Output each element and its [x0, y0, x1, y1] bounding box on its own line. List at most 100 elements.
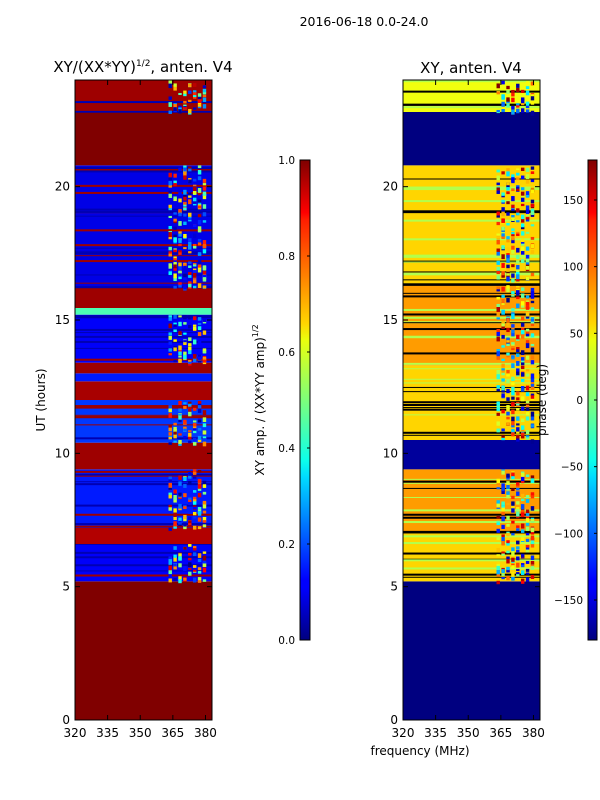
heatmap-cell [530, 318, 535, 324]
heatmap-cell [525, 407, 530, 411]
heatmap-cell [516, 368, 520, 373]
heatmap-cell [183, 514, 187, 520]
left-colorbar-label: XY amp. / (XX*YY amp)1/2 [251, 324, 267, 475]
heatmap-stripe [75, 215, 212, 217]
heatmap-cell [202, 516, 207, 522]
heatmap-cell [520, 238, 525, 243]
heatmap-cell [530, 393, 535, 396]
heatmap-cell [530, 439, 535, 444]
heatmap-cell [178, 359, 182, 363]
heatmap-cell [197, 104, 202, 107]
heatmap-cell [496, 328, 500, 332]
heatmap-cell [530, 166, 535, 170]
heatmap-cell [192, 577, 197, 583]
heatmap-cell [511, 533, 515, 536]
heatmap-cell [496, 562, 500, 565]
heatmap-cell [511, 520, 515, 524]
heatmap-cell [511, 331, 515, 337]
heatmap-cell [511, 472, 515, 477]
heatmap-cell [192, 354, 197, 359]
heatmap-cell [530, 101, 535, 105]
heatmap-cell [197, 253, 202, 256]
heatmap-cell [192, 476, 197, 479]
heatmap-stripe [403, 322, 540, 324]
right-colorbar-ticks: −150 −100 −50 0 50 100 150 [554, 195, 597, 607]
heatmap-cell [511, 565, 515, 570]
heatmap-stripe [75, 437, 212, 440]
heatmap-cell [516, 391, 520, 396]
heatmap-cell [202, 240, 207, 245]
heatmap-cell [506, 352, 510, 356]
heatmap-cell [506, 222, 510, 226]
heatmap-cell [183, 193, 187, 199]
heatmap-cell [202, 357, 207, 360]
heatmap-cell [202, 91, 207, 95]
heatmap-cell [173, 563, 177, 567]
heatmap-cell [173, 267, 177, 271]
heatmap-cell [525, 174, 530, 179]
heatmap-cell [188, 244, 192, 250]
heatmap-cell [520, 191, 525, 196]
heatmap-cell [188, 473, 192, 479]
heatmap-cell [530, 293, 535, 299]
heatmap-cell [501, 385, 505, 390]
heatmap-cell [506, 182, 510, 186]
heatmap-cell [520, 103, 525, 106]
left-colorbar-ticks: 0.0 0.2 0.4 0.6 0.8 1.0 [278, 155, 310, 647]
heatmap-cell [516, 247, 520, 253]
heatmap-stripe [403, 254, 540, 257]
heatmap-cell [525, 305, 530, 310]
heatmap-cell [168, 479, 172, 483]
heatmap-cell [173, 318, 177, 323]
heatmap-cell [501, 378, 505, 382]
heatmap-cell [530, 560, 535, 565]
heatmap-cell [501, 298, 505, 304]
heatmap-cell [530, 526, 535, 529]
heatmap-cell [496, 479, 500, 484]
heatmap-cell [511, 501, 515, 506]
heatmap-cell [173, 556, 177, 562]
heatmap-stripe [75, 255, 212, 257]
heatmap-cell [188, 544, 192, 547]
heatmap-cell [168, 263, 172, 268]
heatmap-cell [520, 194, 525, 198]
heatmap-cell [511, 355, 515, 358]
heatmap-cell [192, 339, 197, 345]
heatmap-cell [511, 308, 515, 312]
heatmap-stripe [75, 208, 212, 211]
heatmap-cell [520, 359, 525, 364]
heatmap-cell [496, 528, 500, 533]
heatmap-cell [197, 437, 202, 443]
heatmap-cell [188, 281, 192, 286]
heatmap-cell [188, 347, 192, 351]
heatmap-cell [168, 323, 172, 329]
heatmap-cell [192, 565, 197, 568]
heatmap-cell [178, 579, 182, 584]
heatmap-cell [511, 327, 515, 330]
heatmap-cell [178, 250, 182, 255]
heatmap-cell [506, 502, 510, 506]
heatmap-cell [197, 332, 202, 337]
heatmap-stripe [75, 471, 212, 473]
heatmap-cell [501, 80, 505, 85]
heatmap-cell [520, 378, 525, 382]
heatmap-cell [197, 317, 202, 321]
heatmap-stripe [75, 574, 212, 577]
heatmap-cell [501, 325, 505, 330]
heatmap-cell [530, 535, 535, 541]
heatmap-cell [520, 218, 525, 223]
heatmap-cell [520, 472, 525, 477]
heatmap-cell [183, 201, 187, 205]
heatmap-cell [188, 562, 192, 568]
heatmap-stripe [403, 313, 540, 316]
heatmap-cell [525, 81, 530, 84]
right-colorbar-label: phase (deg) [535, 364, 549, 436]
heatmap-cell [501, 534, 505, 537]
heatmap-cell [192, 469, 197, 475]
heatmap-cell [501, 194, 505, 198]
heatmap-cell [506, 532, 510, 537]
heatmap-cell [183, 419, 187, 425]
heatmap-cell [496, 303, 500, 308]
heatmap-stripe [75, 170, 212, 173]
heatmap-stripe [403, 403, 540, 406]
